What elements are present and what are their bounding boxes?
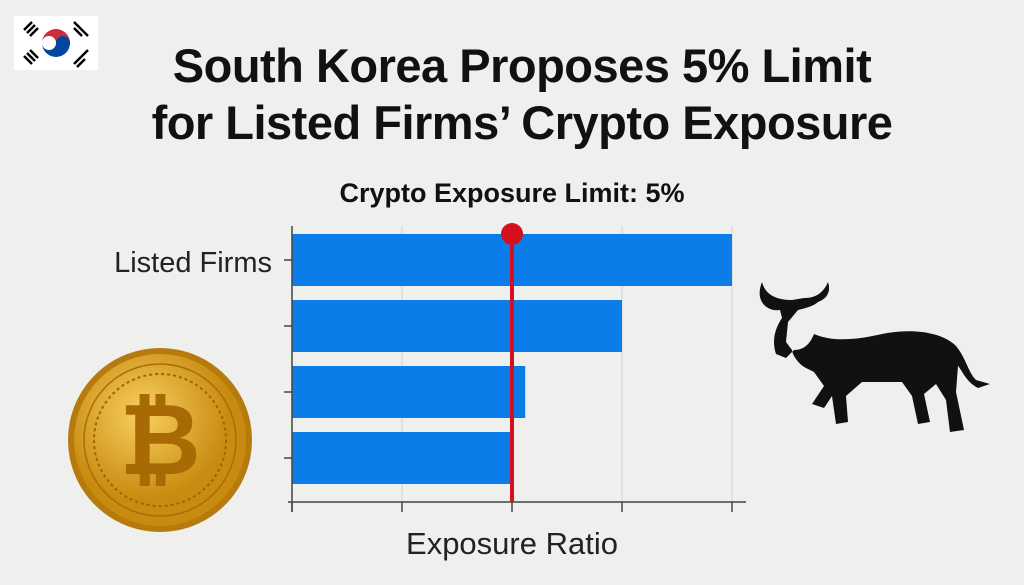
bitcoin-coin-icon: ₿ (68, 348, 252, 532)
headline-line-1: South Korea Proposes 5% Limit (172, 39, 872, 92)
bar (292, 366, 526, 418)
headline-line-2: for Listed Firms’ Crypto Exposure (151, 96, 893, 149)
category-label: Listed Firms (114, 247, 272, 279)
chart-title: Crypto Exposure Limit: 5% (339, 178, 685, 208)
limit-marker (501, 223, 523, 245)
x-axis-label: Exposure Ratio (406, 526, 618, 561)
bull-icon (759, 282, 990, 432)
south-korea-flag-icon (14, 16, 98, 70)
bar (292, 432, 512, 484)
bar (292, 300, 622, 352)
svg-text:₿: ₿ (119, 384, 201, 496)
